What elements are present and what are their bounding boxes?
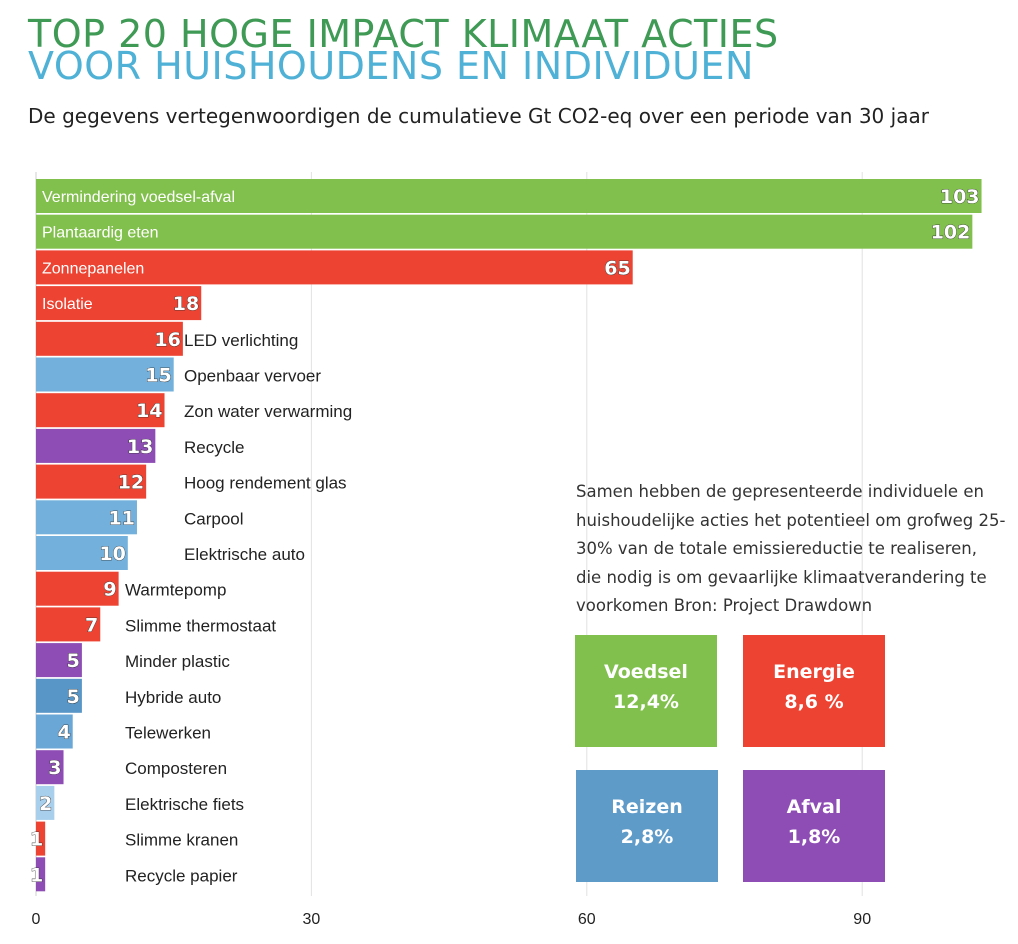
bar-1 [36,179,982,213]
summary-value-energie: 8,6 % [784,691,844,713]
bar-6 [36,357,174,392]
x-tick-label-60: 60 [578,911,596,928]
bar-label-8: Recycle [184,438,244,457]
bar-3 [36,250,633,285]
bar-label-15: Hybride auto [125,688,221,707]
bar-label-16: Telewerken [125,724,211,743]
bar-12 [36,571,119,606]
bar-label-20: Recycle papier [125,866,238,885]
title-line-1: TOP 20 HOGE IMPACT KLIMAAT ACTIES [28,12,779,56]
bar-value-18: 2 [39,793,52,815]
bar-value-6: 15 [145,365,171,387]
bar-19 [36,821,46,856]
bar-17 [36,750,64,785]
summary-box-reizen: Reizen 2,8% [576,770,718,882]
bar-value-10: 11 [109,507,135,529]
bar-label-7: Zon water verwarming [184,402,352,421]
summary-label-voedsel: Voedsel [604,661,688,683]
bar-14 [36,643,82,678]
bar-value-15: 5 [67,686,80,708]
x-tick-label-0: 0 [32,911,41,928]
bar-label-2: Plantaardig eten [42,225,159,242]
summary-box-afval: Afval 1,8% [743,770,885,882]
bar-18 [36,785,55,820]
chart-subtitle: De gegevens vertegenwoordigen de cumulat… [28,104,929,128]
bar-value-19: 1 [30,829,43,851]
summary-box-energie: Energie 8,6 % [743,635,885,747]
bar-label-18: Elektrische fiets [125,795,244,814]
bar-label-13: Slimme thermostaat [125,616,276,635]
bar-4 [36,286,202,321]
bar-label-1: Vermindering voedsel-afval [42,189,235,206]
bar-7 [36,393,165,428]
bar-value-12: 9 [103,579,116,601]
bar-label-10: Carpool [184,509,244,528]
bar-5 [36,321,183,356]
bar-value-1: 103 [940,186,980,208]
bar-value-11: 10 [99,543,125,565]
bar-20 [36,857,46,892]
summary-value-voedsel: 12,4% [613,691,679,713]
bar-value-17: 3 [48,757,61,779]
bar-label-14: Minder plastic [125,652,230,671]
bar-label-11: Elektrische auto [184,545,305,564]
summary-value-reizen: 2,8% [620,826,674,848]
summary-label-energie: Energie [773,661,855,683]
summary-label-afval: Afval [786,796,842,818]
bar-label-19: Slimme kranen [125,831,238,850]
bar-11 [36,536,128,570]
bar-label-9: Hoog rendement glas [184,474,347,493]
x-tick-label-90: 90 [853,911,871,928]
bar-value-9: 12 [118,472,144,494]
bar-8 [36,428,156,463]
bar-label-17: Composteren [125,759,227,778]
summary-box-voedsel: Voedsel 12,4% [575,635,717,747]
bar-value-5: 16 [154,329,180,351]
bar-10 [36,500,137,535]
bar-15 [36,678,82,713]
bar-value-2: 102 [931,222,971,244]
bar-value-7: 14 [136,400,162,422]
bar-label-4: Isolatie [42,296,93,313]
bar-value-16: 4 [57,722,70,744]
x-tick-label-30: 30 [303,911,321,928]
summary-value-afval: 1,8% [787,826,841,848]
bar-label-5: LED verlichting [184,331,298,350]
bar-value-4: 18 [173,293,199,315]
bar-13 [36,607,101,642]
bar-label-3: Zonnepanelen [42,260,144,277]
bar-label-12: Warmtepomp [125,581,226,600]
bar-16 [36,714,73,749]
bar-label-6: Openbaar vervoer [184,367,321,386]
summary-label-reizen: Reizen [611,796,683,818]
bar-value-8: 13 [127,436,153,458]
bar-value-20: 1 [30,864,43,886]
bar-9 [36,464,147,499]
bar-2 [36,214,973,249]
bar-value-14: 5 [67,650,80,672]
explanation-note: Samen hebben de gepresenteerde individue… [576,482,1006,615]
bar-value-3: 65 [604,257,630,279]
bar-value-13: 7 [85,614,98,636]
title-line-2: VOOR HUISHOUDENS EN INDIVIDUEN [28,44,754,88]
